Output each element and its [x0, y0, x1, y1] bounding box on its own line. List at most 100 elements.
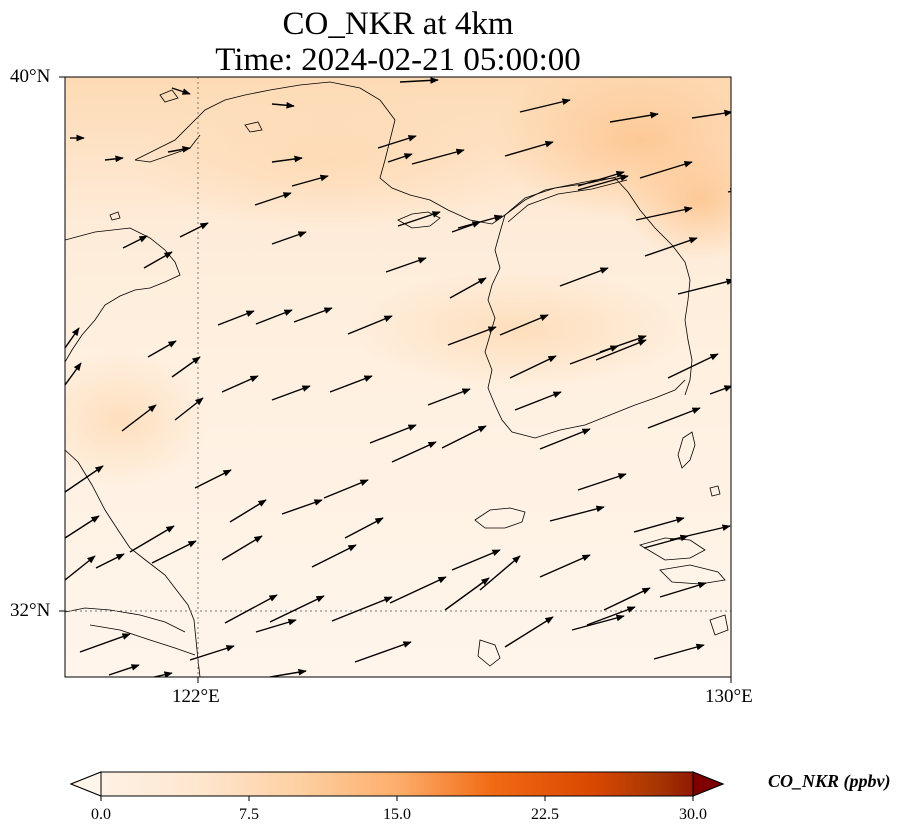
wind-arrow — [194, 469, 232, 489]
wind-arrow — [121, 404, 157, 432]
wind-arrow — [329, 375, 373, 393]
wind-arrow — [391, 441, 437, 463]
wind-arrow — [577, 174, 629, 191]
wind-arrow — [79, 633, 131, 653]
colorbar — [69, 771, 725, 801]
wind-arrow — [344, 517, 384, 539]
wind-arrow — [727, 188, 731, 195]
wind-arrow — [609, 111, 659, 123]
colorbar-tick-0: 0.0 — [91, 806, 111, 823]
wind-arrow — [647, 407, 701, 429]
wind-arrow — [293, 307, 333, 323]
wind-arrow — [65, 465, 104, 493]
wind-arrow — [504, 140, 554, 157]
wind-arrow — [539, 428, 591, 450]
wind-arrow — [571, 614, 625, 631]
wind-arrow — [479, 555, 521, 591]
wind-arrow — [603, 587, 651, 611]
chart-title-line2: Time: 2024-02-21 05:00:00 — [215, 42, 581, 78]
wind-arrow — [451, 549, 501, 571]
wind-arrow — [599, 335, 647, 353]
wind-arrow — [427, 388, 471, 406]
wind-arrow — [108, 664, 140, 676]
wind-arrow — [633, 516, 685, 533]
wind-arrow — [644, 237, 698, 257]
wind-arrow — [271, 231, 307, 245]
wind-arrow — [411, 148, 465, 165]
wind-arrow — [504, 616, 554, 648]
colorbar-tick-4: 30.0 — [679, 806, 707, 823]
wind-arrow — [179, 222, 209, 238]
wind-arrow — [457, 214, 503, 229]
wind-arrow — [449, 277, 487, 299]
wind-arrow — [151, 540, 197, 564]
wind-arrow — [221, 535, 263, 561]
wind-arrow — [635, 206, 693, 221]
wind-vectors — [65, 77, 731, 677]
wind-arrow — [65, 362, 82, 386]
wind-arrow — [65, 555, 96, 581]
wind-arrow — [311, 544, 357, 568]
wind-arrow — [669, 524, 731, 541]
wind-arrow — [399, 77, 439, 84]
wind-arrow — [224, 594, 278, 624]
wind-arrow — [331, 596, 393, 622]
wind-arrow — [65, 327, 80, 349]
colorbar-tick-2: 15.0 — [383, 806, 411, 823]
wind-arrow — [189, 645, 235, 661]
wind-arrow — [271, 155, 303, 163]
colorbar-tick-3: 22.5 — [531, 806, 559, 823]
wind-arrow — [147, 340, 177, 358]
gridlines — [65, 77, 731, 677]
wind-arrow — [397, 211, 441, 227]
wind-arrow — [691, 109, 731, 119]
wind-arrow — [509, 355, 557, 379]
map-frame — [64, 76, 732, 678]
wind-arrow — [577, 473, 627, 491]
wind-arrow — [255, 309, 293, 325]
wind-arrow — [659, 581, 707, 598]
wind-arrow — [255, 618, 297, 633]
chart-title-line1: CO_NKR at 4km — [282, 6, 514, 42]
wind-arrow — [143, 251, 173, 269]
wind-arrow — [369, 424, 417, 444]
wind-arrow — [95, 553, 125, 569]
wind-arrow — [281, 499, 323, 515]
concentration-field — [65, 77, 731, 677]
wind-arrow — [151, 671, 173, 677]
wind-arrow — [586, 606, 636, 626]
colorbar-label: CO_NKR (ppbv) — [768, 771, 891, 791]
wind-arrow — [709, 385, 731, 395]
wind-arrow — [595, 339, 647, 361]
wind-arrow — [269, 595, 325, 623]
wind-arrow — [129, 525, 175, 553]
wind-arrow — [104, 155, 124, 163]
wind-arrow — [667, 353, 719, 379]
wind-arrow — [389, 576, 447, 604]
wind-arrow — [347, 315, 393, 335]
wind-arrow — [122, 235, 148, 249]
wind-arrow — [514, 391, 562, 411]
wind-arrow — [441, 425, 487, 449]
wind-arrow — [65, 515, 100, 539]
wind-arrow — [577, 170, 625, 187]
wind-arrow — [269, 668, 307, 677]
wind-arrow — [271, 385, 311, 401]
wind-arrow — [171, 356, 201, 378]
wind-arrow — [677, 278, 731, 295]
wind-arrow — [174, 397, 204, 421]
colorbar-tick-1: 7.5 — [239, 806, 259, 823]
lat-label-40n: 40°N — [10, 66, 51, 87]
wind-arrow — [377, 135, 417, 149]
lat-label-32n: 32°N — [10, 600, 51, 621]
wind-arrow — [254, 192, 292, 206]
wind-arrow — [639, 161, 693, 179]
wind-arrow — [354, 641, 412, 663]
wind-arrow — [653, 643, 705, 660]
axis-ticks — [59, 76, 732, 683]
lon-label-122e: 122°E — [172, 686, 220, 707]
wind-arrow — [519, 98, 571, 113]
wind-arrow — [171, 87, 191, 95]
wind-arrow — [291, 174, 329, 187]
